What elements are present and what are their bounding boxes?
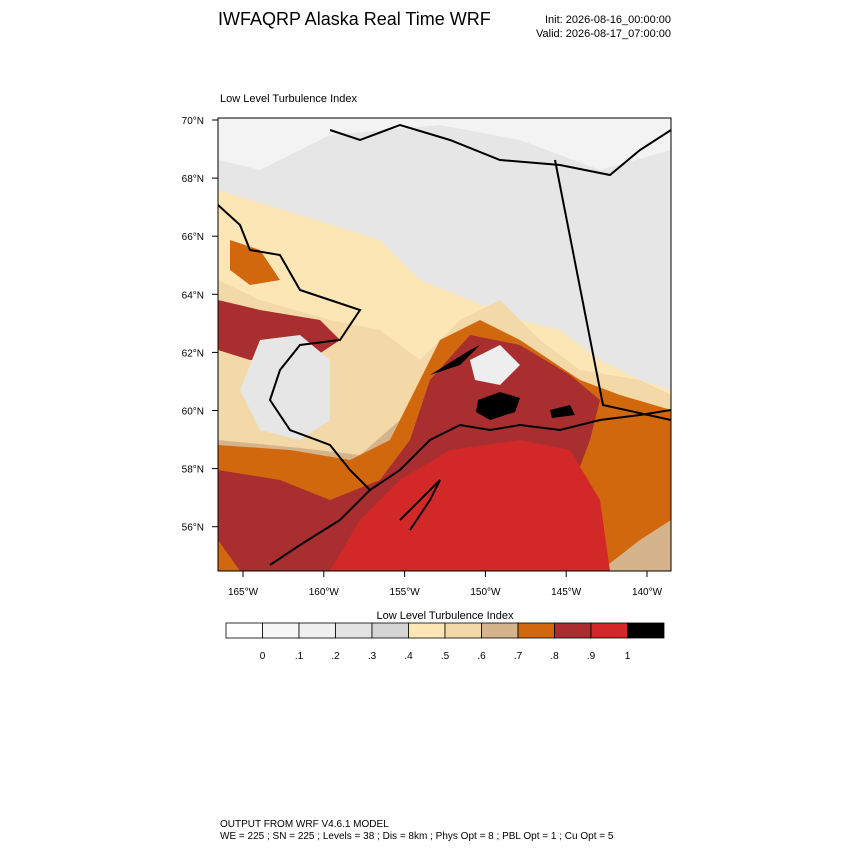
colorbar-box [444,622,482,639]
colorbar-tick-label: .4 [404,651,413,662]
colorbar-box [262,622,300,639]
colorbar: 0 .1 .2 .3 .4 .5 .6 .7 .8 .9 1 [225,622,665,662]
main-title: IWFAQRP Alaska Real Time WRF [218,9,491,29]
colorbar-box [517,622,555,639]
colorbar-tick-label: 1 [625,651,631,662]
colorbar-tick-label: 0 [260,651,266,662]
colorbar-tick-label: .9 [587,651,596,662]
lat-label: 70°N [182,116,204,127]
lat-label: 58°N [182,465,204,476]
lon-label: 155°W [390,587,421,598]
lat-label: 64°N [182,290,204,301]
lat-label: 60°N [182,407,204,418]
lon-label: 160°W [309,587,340,598]
lon-label: 165°W [228,587,259,598]
map-field [218,118,671,571]
lat-label: 66°N [182,232,204,243]
colorbar-box [298,622,336,639]
init-time: Init: 2026-08-16_00:00:00 [545,14,671,26]
lat-label: 68°N [182,174,204,185]
footer-line: OUTPUT FROM WRF V4.6.1 MODEL [220,819,389,830]
colorbar-title: Low Level Turbulence Index [377,610,514,622]
longitude-labels: 165°W 160°W 155°W 150°W 145°W 140°W [228,571,663,598]
footer-line: WE = 225 ; SN = 225 ; Levels = 38 ; Dis … [220,831,614,842]
colorbar-box [554,622,592,639]
colorbar-box [590,622,628,639]
colorbar-tick-label: .3 [368,651,377,662]
lat-label: 56°N [182,523,204,534]
colorbar-box [627,622,665,639]
colorbar-tick-label: .8 [550,651,559,662]
map-frame [217,117,672,572]
lon-label: 145°W [551,587,582,598]
colorbar-tick-label: .2 [331,651,340,662]
colorbar-box [371,622,409,639]
map-title: Low Level Turbulence Index [220,93,357,105]
lon-label: 140°W [632,587,663,598]
colorbar-box [335,622,373,639]
colorbar-box [481,622,519,639]
lat-label: 62°N [182,348,204,359]
colorbar-box [225,622,263,639]
colorbar-tick-label: .5 [441,651,450,662]
colorbar-tick-label: .6 [477,651,486,662]
valid-time: Valid: 2026-08-17_07:00:00 [536,28,671,40]
colorbar-box [408,622,446,639]
latitude-labels: 70°N 68°N 66°N 64°N 62°N 60°N 58°N 56°N [182,116,218,534]
lon-label: 150°W [470,587,501,598]
colorbar-tick-label: .7 [514,651,523,662]
colorbar-tick-label: .1 [295,651,304,662]
